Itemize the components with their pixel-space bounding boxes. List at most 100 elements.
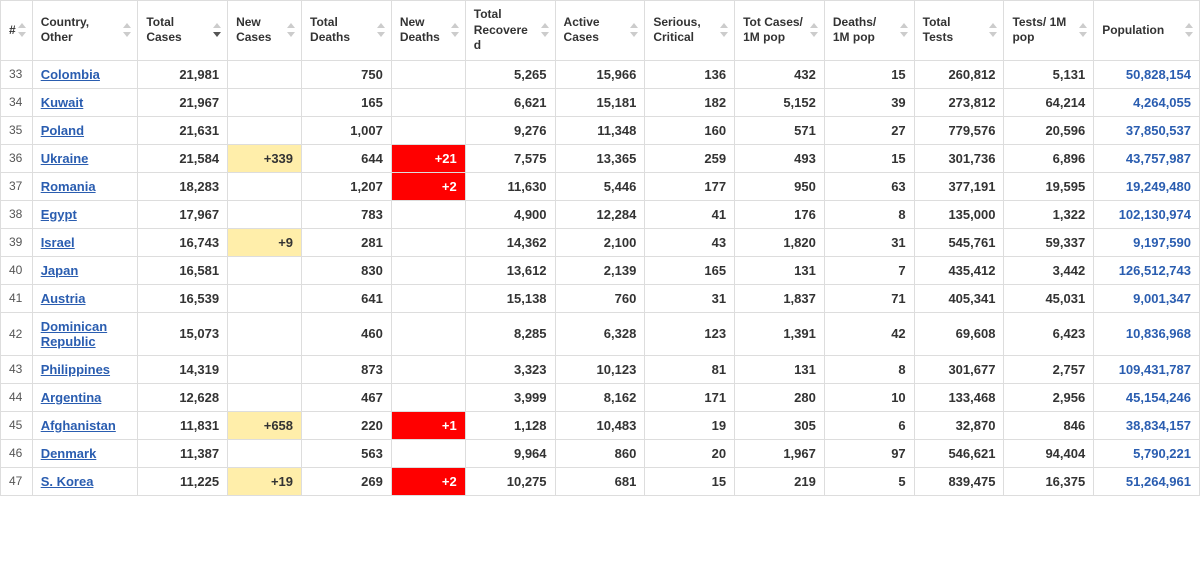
- total_rec-value: 14,362: [507, 235, 547, 250]
- cell-active: 5,446: [555, 172, 645, 200]
- cell-new_cases: [228, 284, 302, 312]
- country-link[interactable]: Austria: [41, 291, 86, 306]
- total_deaths-value: 1,007: [350, 123, 383, 138]
- cell-serious: 41: [645, 200, 735, 228]
- sort-icon[interactable]: [211, 23, 223, 37]
- cell-deaths_1m: 10: [824, 383, 914, 411]
- sort-icon[interactable]: [987, 23, 999, 37]
- cell-total_tests: 32,870: [914, 411, 1004, 439]
- deaths_1m-value: 63: [891, 179, 905, 194]
- sort-icon[interactable]: [1077, 23, 1089, 37]
- cell-total_rec: 4,900: [465, 200, 555, 228]
- country-link[interactable]: Kuwait: [41, 95, 84, 110]
- country-link[interactable]: Ukraine: [41, 151, 89, 166]
- total_deaths-value: 1,207: [350, 179, 383, 194]
- active-value: 760: [615, 291, 637, 306]
- cell-serious: 19: [645, 411, 735, 439]
- cell-total_rec: 9,276: [465, 116, 555, 144]
- col-header-new_cases[interactable]: New Cases: [228, 1, 302, 61]
- total_cases-value: 21,631: [179, 123, 219, 138]
- total_cases-value: 11,225: [180, 474, 219, 489]
- total_cases-value: 15,073: [179, 326, 219, 341]
- sort-icon[interactable]: [808, 23, 820, 37]
- col-header-country[interactable]: Country, Other: [32, 1, 138, 61]
- col-header-new_deaths[interactable]: New Deaths: [391, 1, 465, 61]
- total_rec-value: 11,630: [507, 179, 546, 194]
- sort-icon[interactable]: [898, 23, 910, 37]
- cell-new_deaths: [391, 60, 465, 88]
- active-value: 2,139: [604, 263, 637, 278]
- cell-deaths_1m: 8: [824, 200, 914, 228]
- new_deaths-value: +2: [442, 474, 457, 489]
- sort-icon[interactable]: [375, 23, 387, 37]
- serious-value: 171: [704, 390, 726, 405]
- total_deaths-value: 460: [361, 326, 383, 341]
- cell-new_cases: +19: [228, 467, 302, 495]
- col-header-population[interactable]: Population: [1094, 1, 1200, 61]
- country-link[interactable]: Colombia: [41, 67, 100, 82]
- tests_1m-value: 20,596: [1045, 123, 1085, 138]
- country-link[interactable]: Afghanistan: [41, 418, 116, 433]
- country-link[interactable]: Philippines: [41, 362, 110, 377]
- total_cases-value: 16,581: [179, 263, 219, 278]
- sort-icon[interactable]: [285, 23, 297, 37]
- country-link[interactable]: Poland: [41, 123, 84, 138]
- population-value: 4,264,055: [1133, 95, 1191, 110]
- cell-new_deaths: [391, 116, 465, 144]
- new_deaths-value: +2: [442, 179, 457, 194]
- sort-icon[interactable]: [449, 23, 461, 37]
- cell-total_rec: 9,964: [465, 439, 555, 467]
- total_deaths-value: 467: [361, 390, 383, 405]
- col-header-total_tests[interactable]: Total Tests: [914, 1, 1004, 61]
- cell-total_deaths: 269: [302, 467, 392, 495]
- country-link[interactable]: Denmark: [41, 446, 97, 461]
- total_tests-value: 301,677: [948, 362, 995, 377]
- cell-total_cases: 21,631: [138, 116, 228, 144]
- table-row: 34Kuwait21,9671656,62115,1811825,1523927…: [1, 88, 1200, 116]
- row-index: 43: [9, 362, 22, 376]
- row-index: 44: [9, 390, 22, 404]
- col-header-total_cases[interactable]: Total Cases: [138, 1, 228, 61]
- col-header-total_rec[interactable]: Total Recovered: [465, 1, 555, 61]
- country-link[interactable]: Dominican Republic: [41, 319, 107, 349]
- col-header-idx[interactable]: #: [1, 1, 33, 61]
- total_deaths-value: 165: [361, 95, 383, 110]
- col-header-active[interactable]: Active Cases: [555, 1, 645, 61]
- sort-icon[interactable]: [718, 23, 730, 37]
- country-link[interactable]: Argentina: [41, 390, 102, 405]
- cell-new_deaths: [391, 355, 465, 383]
- cell-idx: 38: [1, 200, 33, 228]
- country-link[interactable]: Egypt: [41, 207, 77, 222]
- col-header-serious[interactable]: Serious, Critical: [645, 1, 735, 61]
- sort-icon[interactable]: [1183, 23, 1195, 37]
- active-value: 681: [615, 474, 637, 489]
- col-header-cases_1m[interactable]: Tot Cases/ 1M pop: [735, 1, 825, 61]
- country-link[interactable]: S. Korea: [41, 474, 94, 489]
- cell-total_tests: 135,000: [914, 200, 1004, 228]
- country-link[interactable]: Israel: [41, 235, 75, 250]
- cell-serious: 20: [645, 439, 735, 467]
- col-header-tests_1m[interactable]: Tests/ 1M pop: [1004, 1, 1094, 61]
- col-header-total_deaths[interactable]: Total Deaths: [302, 1, 392, 61]
- cell-total_deaths: 873: [302, 355, 392, 383]
- cell-cases_1m: 305: [735, 411, 825, 439]
- cell-total_rec: 8,285: [465, 312, 555, 355]
- sort-icon[interactable]: [628, 23, 640, 37]
- deaths_1m-value: 42: [891, 326, 905, 341]
- total_cases-value: 12,628: [179, 390, 219, 405]
- cell-population: 102,130,974: [1094, 200, 1200, 228]
- sort-icon[interactable]: [16, 23, 28, 37]
- cell-serious: 165: [645, 256, 735, 284]
- sort-icon[interactable]: [121, 23, 133, 37]
- cell-total_deaths: 1,007: [302, 116, 392, 144]
- sort-icon[interactable]: [539, 23, 551, 37]
- new_cases-value: +339: [264, 151, 293, 166]
- col-header-deaths_1m[interactable]: Deaths/ 1M pop: [824, 1, 914, 61]
- country-link[interactable]: Japan: [41, 263, 79, 278]
- serious-value: 123: [704, 326, 726, 341]
- cell-serious: 123: [645, 312, 735, 355]
- country-link[interactable]: Romania: [41, 179, 96, 194]
- cell-cases_1m: 1,837: [735, 284, 825, 312]
- cell-deaths_1m: 31: [824, 228, 914, 256]
- cell-active: 10,483: [555, 411, 645, 439]
